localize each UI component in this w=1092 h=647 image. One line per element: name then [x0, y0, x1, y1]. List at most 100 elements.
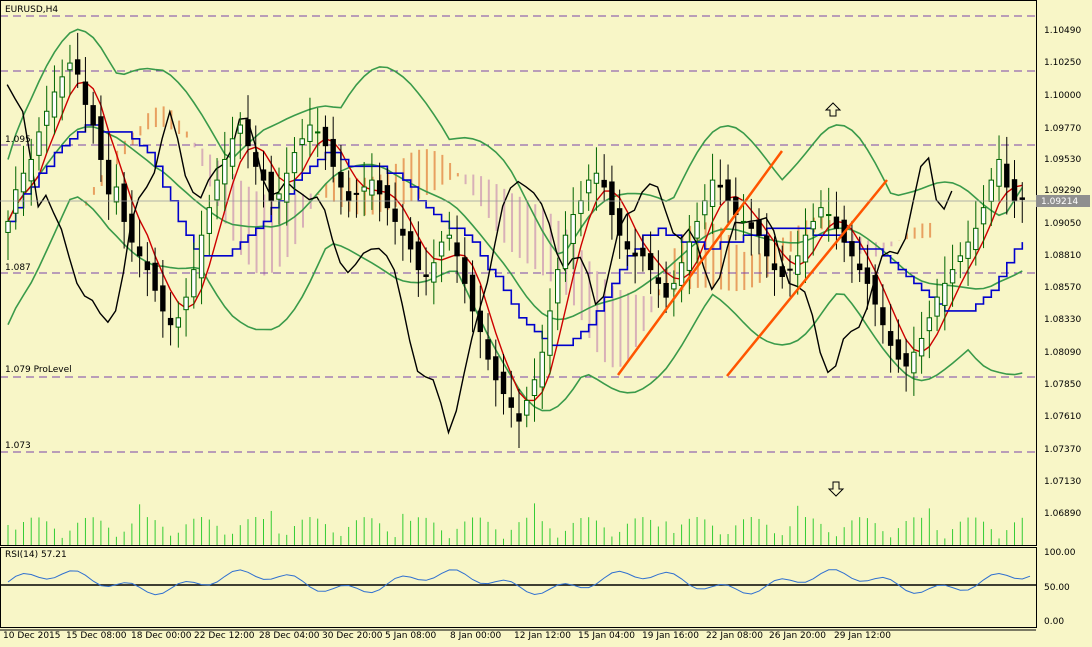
candle-body — [485, 339, 491, 360]
candle-body — [160, 285, 166, 312]
candle-body — [20, 172, 27, 193]
time-tick: 19 Jan 16:00 — [642, 631, 699, 641]
candle-body — [663, 282, 669, 298]
candle-body — [601, 179, 607, 188]
candle-body — [655, 277, 662, 284]
chikou-span — [6, 84, 953, 435]
candle-body — [779, 266, 785, 277]
candle-body — [144, 261, 151, 271]
time-tick: 29 Jan 12:00 — [834, 631, 891, 641]
candle-body — [276, 193, 282, 200]
candle-body — [253, 152, 259, 167]
candle-body — [407, 231, 414, 250]
candle-body — [493, 356, 499, 381]
candle-body — [268, 171, 274, 202]
time-tick: 15 Dec 08:00 — [66, 631, 127, 641]
candle-body — [934, 296, 940, 317]
candle-body — [260, 169, 267, 181]
time-tick: 22 Dec 12:00 — [194, 631, 255, 641]
candle-body — [431, 262, 437, 283]
candle-body — [400, 228, 406, 236]
candle-body — [640, 247, 646, 257]
candle-body — [229, 138, 236, 167]
candle-body — [911, 351, 917, 374]
level-label-1: 1.095 — [5, 135, 31, 145]
bollinger-upper — [7, 28, 1023, 255]
candle-body — [887, 331, 894, 346]
candle-body — [121, 183, 127, 222]
price-tick: 1.10000 — [1044, 91, 1081, 101]
time-tick: 10 Dec 2015 — [3, 631, 61, 641]
indicator-lines — [6, 81, 1024, 435]
time-tick: 5 Jan 08:00 — [385, 631, 437, 641]
candle-body — [942, 282, 948, 306]
candle-body — [980, 207, 987, 225]
candle-body — [345, 191, 352, 202]
time-axis: 10 Dec 2015 15 Dec 08:00 18 Dec 00:00 22… — [3, 631, 891, 641]
candle-body — [446, 234, 453, 239]
candle-body — [152, 262, 158, 291]
price-tick: 1.08090 — [1044, 348, 1081, 358]
down-arrow-icon — [827, 481, 845, 497]
price-tick: 1.06890 — [1044, 509, 1081, 519]
candle-body — [717, 184, 724, 188]
price-tick: 1.07370 — [1044, 445, 1081, 455]
time-tick: 15 Jan 04:00 — [578, 631, 635, 641]
candle-body — [462, 257, 468, 284]
candle-body — [198, 234, 205, 279]
ichimoku-cloud — [85, 106, 932, 368]
candle-body — [802, 234, 809, 263]
price-tick: 1.09770 — [1044, 124, 1081, 134]
candle-body — [322, 126, 329, 147]
candle-body — [725, 179, 731, 202]
candle-body — [555, 269, 561, 304]
time-tick: 28 Dec 04:00 — [259, 631, 320, 641]
price-tick: 1.09290 — [1044, 186, 1081, 196]
candle-body — [438, 241, 445, 257]
candle-body — [376, 180, 383, 195]
candle-body — [810, 220, 816, 230]
candle-body — [423, 274, 429, 277]
candle-body — [330, 138, 336, 167]
candle-body — [903, 353, 909, 367]
candle-body — [957, 255, 964, 262]
candle-body — [764, 235, 770, 257]
time-tick: 22 Jan 08:00 — [706, 631, 763, 641]
candle-body — [787, 268, 793, 271]
candle-body — [299, 138, 305, 145]
candle-body — [454, 242, 460, 257]
current-price-tag — [1036, 195, 1090, 207]
price-tick: 1.10490 — [1044, 26, 1081, 36]
candle-body — [384, 185, 391, 209]
candle-body — [44, 110, 50, 126]
candle-body — [756, 219, 762, 236]
candle-body — [849, 241, 855, 257]
candle-body — [524, 399, 530, 416]
candle-body — [918, 337, 925, 357]
price-tick: 1.10250 — [1044, 58, 1081, 68]
candle-body — [531, 379, 538, 396]
bollinger-bands — [7, 28, 1023, 412]
candle-body — [539, 351, 545, 388]
candle-body — [469, 274, 476, 312]
price-axis: 1.10490 1.10250 1.10000 1.09770 1.09530 … — [1044, 26, 1081, 519]
candle-body — [585, 179, 592, 194]
candle-body — [856, 263, 863, 271]
candle-body — [307, 124, 313, 142]
rsi-title: RSI(14) 57.21 — [5, 550, 67, 560]
candle-body — [82, 81, 89, 105]
candle-body — [647, 253, 654, 271]
candle-body — [562, 234, 569, 270]
candle-body — [709, 179, 716, 207]
candle-body — [632, 252, 638, 257]
candle-body — [98, 116, 104, 160]
candle-body — [191, 269, 197, 298]
candle-body — [771, 263, 778, 271]
candle-body — [136, 246, 143, 257]
candle-body — [28, 158, 34, 182]
price-tick: 1.08810 — [1044, 251, 1081, 261]
up-arrow-icon — [824, 102, 842, 117]
trendlines[interactable] — [616, 150, 888, 377]
